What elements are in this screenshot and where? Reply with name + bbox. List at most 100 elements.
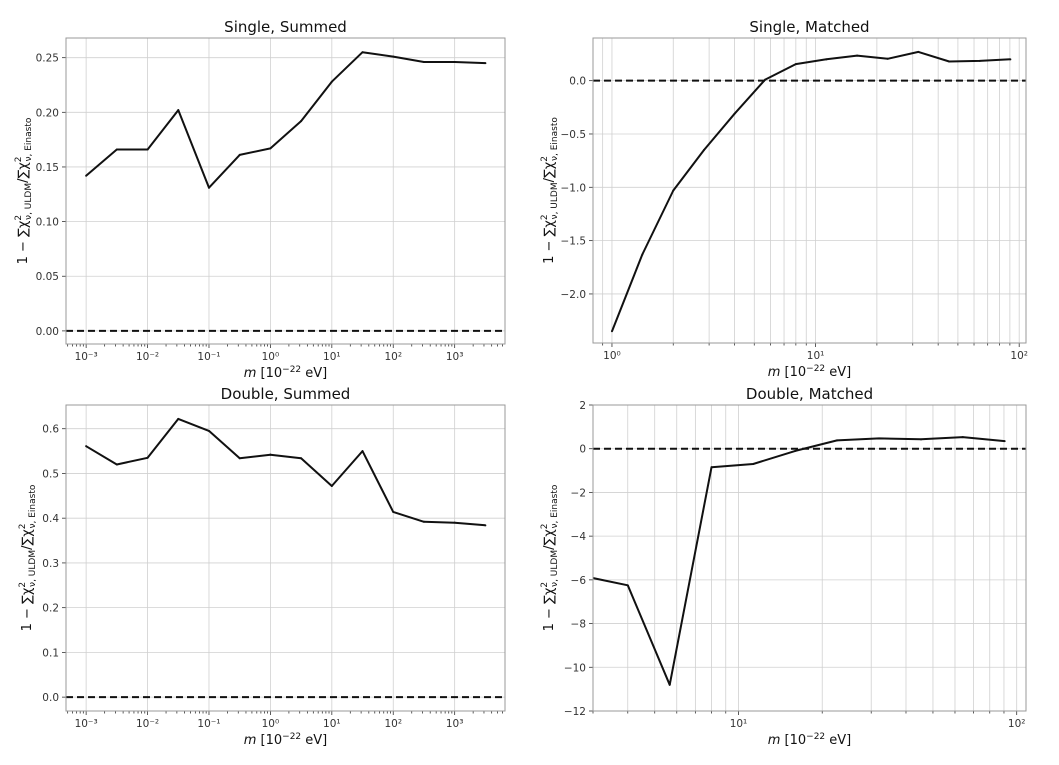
x-tick-label: 10⁻³ <box>75 351 98 363</box>
data-point <box>668 683 671 686</box>
x-tick-label: 10² <box>384 351 402 363</box>
data-point <box>626 584 629 587</box>
data-series-line <box>611 50 1011 332</box>
y-tick-label: −10 <box>564 662 586 674</box>
y-tick-label: 0.6 <box>42 424 59 436</box>
subplot-title: Double, Matched <box>746 385 873 403</box>
x-axis-label: m [10−22 eV] <box>244 365 328 381</box>
data-point <box>641 253 644 256</box>
x-label-open: [10 <box>780 733 806 748</box>
y-tick-label: −0.5 <box>561 129 587 141</box>
data-point <box>238 153 241 156</box>
y-label-sub2: ν, Einasto <box>550 117 560 161</box>
x-tick-label: 10¹ <box>323 718 341 730</box>
data-point <box>392 510 395 513</box>
subplot-title: Double, Summed <box>221 385 351 403</box>
x-label-unit: eV] <box>301 733 327 748</box>
data-point <box>978 59 981 62</box>
axes-frame <box>65 37 506 345</box>
x-tick-label: 10⁻² <box>136 718 159 730</box>
y-axis-label: 1 − ∑χ2ν, ULDM/∑χ2ν, Einasto <box>540 484 560 631</box>
y-tick-label: 0.3 <box>42 558 59 570</box>
data-point <box>177 417 180 420</box>
data-point <box>392 55 395 58</box>
y-tick-label: −2.0 <box>561 289 587 301</box>
data-point <box>146 456 149 459</box>
y-tick-label: 0.1 <box>42 647 59 659</box>
y-label-sub1: ν, ULDM <box>550 182 560 219</box>
y-label-prefix: 1 − ∑χ <box>542 220 557 264</box>
axes-frame <box>592 404 1027 712</box>
subplot-1: 10⁻³ 10⁻² 10⁻¹ 10⁰ 10¹ 10² 10³ 0.00 0.05 0.10 0.15… <box>14 18 506 381</box>
data-point <box>702 148 705 151</box>
y-label-sub2: ν, Einasto <box>28 484 38 528</box>
x-tick-label: 10⁰ <box>262 718 280 730</box>
x-tick-label: 10¹ <box>730 718 748 730</box>
data-point <box>115 148 118 151</box>
y-tick-label: 0.0 <box>42 692 59 704</box>
y-label-mid: /∑χ <box>542 529 557 550</box>
x-label-unit: eV] <box>301 366 327 381</box>
y-label-prefix: 1 − ∑χ <box>20 587 35 631</box>
axes-frame <box>65 404 506 712</box>
y-axis-label: 1 − ∑χ2ν, ULDM/∑χ2ν, Einasto <box>18 484 38 631</box>
x-label-exp: −22 <box>282 732 301 742</box>
data-point <box>920 438 923 441</box>
x-tick-label: 10⁻² <box>136 351 159 363</box>
data-point <box>1009 58 1012 61</box>
x-label-unit: eV] <box>825 733 851 748</box>
x-tick-label: 10³ <box>446 718 464 730</box>
data-point <box>453 521 456 524</box>
data-point <box>238 457 241 460</box>
x-tick-label: 10² <box>1008 718 1026 730</box>
x-tick-label: 10⁻¹ <box>197 718 220 730</box>
data-point <box>733 112 736 115</box>
data-point <box>269 147 272 150</box>
x-label-exp: −22 <box>806 732 825 742</box>
subplot-4: 10¹ 10² −12 −10 −8 −6 −4 −2 0 2 Double, Matched m [… <box>540 385 1027 748</box>
subplot-title: Single, Summed <box>224 18 347 36</box>
y-tick-label: 0.20 <box>36 107 59 119</box>
data-point <box>177 109 180 112</box>
data-point <box>886 57 889 60</box>
y-label-sup: 2 <box>14 157 24 163</box>
data-point <box>484 524 487 527</box>
x-label-var: m <box>244 366 257 381</box>
y-axis-label: 1 − ∑χ2ν, ULDM/∑χ2ν, Einasto <box>540 117 560 264</box>
x-axis-label: m [10−22 eV] <box>768 364 852 380</box>
y-tick-label: −2 <box>571 487 586 499</box>
data-point <box>856 54 859 57</box>
y-label-mid: /∑χ <box>16 162 31 183</box>
data-point <box>484 62 487 65</box>
x-tick-label: 10¹ <box>807 350 825 362</box>
y-label-sup: 2 <box>540 582 550 588</box>
y-label-sub1: ν, ULDM <box>28 550 38 587</box>
y-label-sub1: ν, ULDM <box>550 550 560 587</box>
y-tick-label: −8 <box>571 619 586 631</box>
data-point <box>835 439 838 442</box>
data-point <box>917 50 920 53</box>
x-label-open: [10 <box>256 366 282 381</box>
data-point <box>794 63 797 66</box>
data-point <box>85 445 88 448</box>
data-point <box>146 148 149 151</box>
data-point <box>610 330 613 333</box>
data-point <box>453 61 456 64</box>
x-tick-label: 10³ <box>446 351 464 363</box>
data-point <box>764 78 767 81</box>
data-point <box>207 186 210 189</box>
data-point <box>878 437 881 440</box>
data-series-line <box>593 436 1005 686</box>
x-tick-label: 10¹ <box>323 351 341 363</box>
x-label-open: [10 <box>780 365 806 380</box>
x-label-var: m <box>768 733 781 748</box>
y-tick-label: 0 <box>579 444 586 456</box>
data-point <box>207 429 210 432</box>
y-tick-label: 0.5 <box>42 468 59 480</box>
y-tick-label: 2 <box>579 400 586 412</box>
y-label-mid: /∑χ <box>542 161 557 182</box>
data-point <box>85 174 88 177</box>
x-tick-label: 10⁻³ <box>75 718 98 730</box>
y-label-sup: 2 <box>14 215 24 221</box>
